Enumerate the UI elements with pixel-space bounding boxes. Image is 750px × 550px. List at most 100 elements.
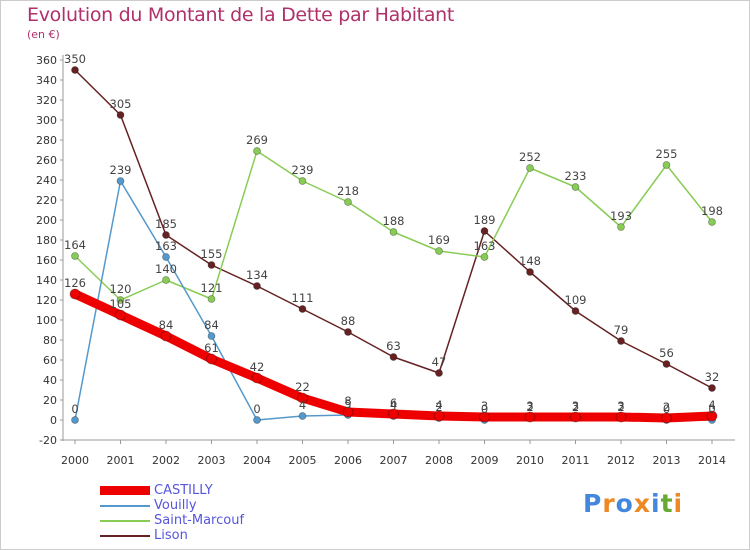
y-tick-label: 100 — [36, 314, 57, 327]
data-point-castilly — [570, 411, 581, 423]
data-point-saint-marcouf — [480, 253, 489, 261]
data-label-lison: 134 — [246, 268, 268, 282]
x-tick-label: 2005 — [289, 454, 317, 467]
logo-letter: t — [660, 489, 674, 518]
x-tick-label: 2001 — [107, 454, 135, 467]
data-point-castilly — [615, 411, 627, 423]
data-point-vouilly — [71, 416, 79, 424]
data-point-castilly — [388, 408, 399, 420]
data-point-castilly — [251, 372, 263, 384]
data-label-castilly: 8 — [344, 394, 351, 408]
data-point-saint-marcouf — [389, 228, 398, 236]
data-label-vouilly: 0 — [708, 402, 715, 416]
y-tick-label: 120 — [36, 294, 57, 307]
data-label-castilly: 3 — [526, 399, 533, 413]
data-point-vouilly — [162, 253, 170, 261]
data-label-vouilly: 0 — [663, 402, 670, 416]
data-label-vouilly: 0 — [481, 402, 488, 416]
x-tick-label: 2014 — [698, 454, 726, 467]
data-label-vouilly: 2 — [526, 400, 533, 414]
data-label-vouilly: 0 — [71, 402, 78, 416]
data-point-vouilly — [298, 412, 307, 420]
data-label-lison: 305 — [110, 97, 132, 111]
y-tick-label: 40 — [43, 374, 57, 387]
x-tick-label: 2003 — [198, 454, 226, 467]
y-tick-label: 220 — [36, 194, 57, 207]
y-tick-label: 360 — [36, 54, 57, 67]
data-point-saint-marcouf — [253, 147, 261, 155]
data-label-castilly: 2 — [663, 400, 670, 414]
data-label-saint-marcouf: 233 — [565, 169, 587, 183]
data-point-castilly — [342, 406, 354, 418]
data-point-castilly — [524, 411, 536, 423]
y-tick-label: 180 — [36, 234, 57, 247]
data-point-saint-marcouf — [571, 183, 580, 191]
data-point-vouilly — [253, 416, 261, 424]
data-label-lison: 350 — [64, 52, 86, 66]
data-point-vouilly — [116, 177, 125, 185]
data-point-lison — [526, 268, 534, 276]
data-label-saint-marcouf: 239 — [292, 163, 314, 177]
data-point-lison — [617, 337, 625, 345]
data-label-saint-marcouf: 255 — [656, 147, 678, 161]
data-point-saint-marcouf — [662, 161, 671, 169]
data-label-castilly: 61 — [204, 341, 219, 355]
y-tick-label: -20 — [39, 434, 57, 447]
data-label-lison: 155 — [201, 247, 223, 261]
data-point-lison — [298, 305, 307, 313]
x-tick-label: 2013 — [653, 454, 681, 467]
data-point-saint-marcouf — [617, 223, 625, 231]
data-point-saint-marcouf — [162, 276, 170, 284]
x-tick-label: 2007 — [380, 454, 408, 467]
legend-label: CASTILLY — [154, 483, 213, 498]
data-point-castilly — [160, 330, 172, 342]
data-point-castilly — [115, 309, 126, 321]
data-point-lison — [480, 227, 489, 235]
data-label-lison: 111 — [292, 291, 314, 305]
legend-label: Lison — [154, 528, 188, 543]
data-label-vouilly: 4 — [299, 398, 306, 412]
data-label-lison: 185 — [155, 217, 177, 231]
chart-title: Evolution du Montant de la Dette par Hab… — [27, 4, 455, 26]
x-tick-label: 2006 — [334, 454, 362, 467]
x-tick-label: 2004 — [243, 454, 271, 467]
data-label-vouilly: 2 — [572, 400, 579, 414]
legend-label: Saint-Marcouf — [154, 513, 245, 528]
logo-letter: x — [633, 489, 651, 518]
data-point-saint-marcouf — [71, 252, 79, 260]
x-tick-label: 2011 — [562, 454, 590, 467]
y-tick-label: 300 — [36, 114, 57, 127]
legend-swatch — [100, 520, 150, 522]
data-label-lison: 109 — [565, 293, 587, 307]
x-tick-label: 2002 — [152, 454, 180, 467]
data-label-lison: 148 — [519, 254, 541, 268]
y-tick-label: 20 — [43, 394, 57, 407]
legend-swatch — [100, 486, 150, 495]
data-label-saint-marcouf: 163 — [474, 239, 496, 253]
data-label-vouilly: 84 — [204, 318, 219, 332]
data-point-castilly — [433, 410, 445, 422]
data-point-lison — [71, 66, 79, 74]
data-point-lison — [116, 111, 125, 119]
y-tick-label: 140 — [36, 274, 57, 287]
legend-swatch — [100, 535, 150, 537]
data-label-saint-marcouf: 140 — [155, 262, 177, 276]
data-label-lison: 88 — [341, 314, 356, 328]
data-point-saint-marcouf — [207, 295, 216, 303]
y-tick-label: 200 — [36, 214, 57, 227]
logo-letter: i — [651, 489, 661, 518]
data-label-saint-marcouf: 218 — [337, 184, 359, 198]
data-point-lison — [662, 360, 671, 368]
data-point-castilly — [706, 410, 718, 422]
data-point-lison — [708, 384, 716, 392]
y-tick-label: 160 — [36, 254, 57, 267]
logo-letter: i — [673, 489, 684, 518]
x-tick-label: 2008 — [425, 454, 453, 467]
data-point-lison — [344, 328, 352, 336]
data-point-lison — [253, 282, 261, 290]
legend-swatch — [100, 505, 150, 507]
data-label-castilly: 6 — [390, 396, 397, 410]
data-label-vouilly: 4 — [390, 398, 397, 412]
